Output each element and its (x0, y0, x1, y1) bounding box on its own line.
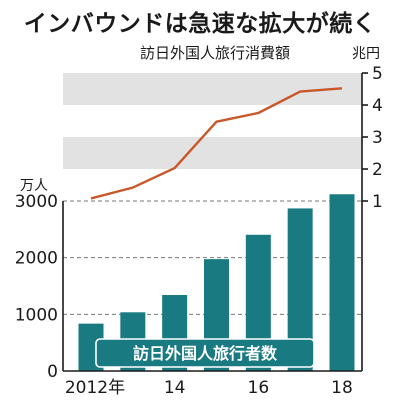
x-tick-label-2016: 16 (248, 378, 270, 398)
chart-headline: インバウンドは急速な拡大が続く (23, 11, 377, 37)
spend-band-0 (63, 73, 362, 105)
visitor-tick-label-3: 3000 (15, 192, 58, 212)
visitor-tick-label-0: 0 (47, 362, 58, 382)
visitor-series-label: 訪日外国人旅行者数 (133, 344, 278, 363)
spend-tick-label-1: 2 (372, 160, 383, 180)
visitor-unit-label: 万人 (20, 178, 48, 194)
spend-series-title: 訪日外国人旅行消費額 (140, 44, 290, 62)
spend-tick-label-3: 4 (372, 96, 383, 116)
visitor-tick-label-2: 2000 (15, 249, 58, 269)
spend-tick-label-0: 1 (372, 192, 383, 212)
spend-tick-label-4: 5 (372, 64, 383, 84)
visitor-bar-2018 (329, 194, 355, 371)
x-tick-label-2014: 14 (164, 378, 186, 398)
spend-tick-label-2: 3 (372, 128, 383, 148)
visitor-tick-label-1: 1000 (15, 305, 58, 325)
visitor-series-label-box (95, 338, 315, 368)
spend-band-1 (63, 137, 362, 169)
spend-unit-label: 兆円 (352, 46, 380, 62)
x-tick-label-2012: 2012年 (65, 378, 125, 398)
x-tick-label-2018: 18 (331, 378, 353, 398)
